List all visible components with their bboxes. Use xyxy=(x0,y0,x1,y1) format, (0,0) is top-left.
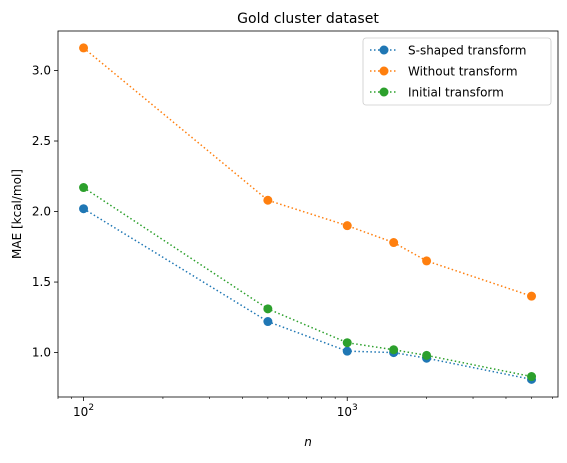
series-1-point xyxy=(79,43,89,53)
chart-title: Gold cluster dataset xyxy=(237,11,379,27)
series-0-point xyxy=(79,204,89,214)
legend-label: S-shaped transform xyxy=(408,44,526,58)
x-tick-label: 103 xyxy=(337,403,358,419)
y-tick-label: 1.5 xyxy=(32,275,51,289)
series-2-point xyxy=(342,338,352,348)
series-1-point xyxy=(263,195,273,205)
series-2-point xyxy=(79,183,89,193)
series-0-point xyxy=(263,317,273,327)
series-layer xyxy=(79,43,537,384)
legend-frame xyxy=(362,37,552,106)
series-2-point xyxy=(263,304,273,314)
series-2-point xyxy=(422,350,432,360)
plot-frame xyxy=(57,30,559,398)
legend: S-shaped transform Without transform Initi… xyxy=(362,37,552,106)
legend-label: Without transform xyxy=(408,65,518,79)
y-tick-label: 2.5 xyxy=(32,134,51,148)
series-1-point xyxy=(342,221,352,231)
y-tick-label: 2.0 xyxy=(32,205,51,219)
legend-label: Initial transform xyxy=(408,86,504,100)
y-axis-label: MAE [kcal/mol] xyxy=(10,169,24,259)
x-tick-label: 102 xyxy=(73,403,94,419)
y-tick-label: 3.0 xyxy=(32,63,51,77)
legend-marker xyxy=(379,66,389,76)
y-axis-ticks: 1.0 1.5 2.0 2.5 3.0 xyxy=(32,63,58,360)
x-axis-label: n xyxy=(304,435,312,449)
series-0-point xyxy=(342,346,352,356)
legend-marker xyxy=(379,87,389,97)
series-1-point xyxy=(527,291,537,301)
series-line-1 xyxy=(83,47,532,297)
series-line-2 xyxy=(83,186,532,378)
y-tick-label: 1.0 xyxy=(32,346,51,360)
series-1-point xyxy=(422,256,432,266)
series-line-0 xyxy=(83,208,532,381)
series-2-point xyxy=(389,345,399,355)
x-axis-ticks: 102 103 xyxy=(57,397,553,419)
series-1-point xyxy=(389,238,399,248)
series-2-point xyxy=(527,372,537,382)
legend-marker xyxy=(379,45,389,55)
